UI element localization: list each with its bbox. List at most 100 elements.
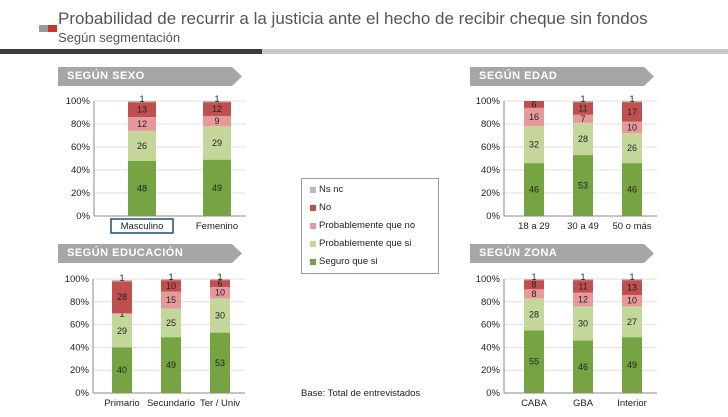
bar-segment-zona — [573, 280, 593, 293]
bar-segment-educacion — [161, 280, 181, 292]
bar-segment-educacion — [161, 291, 181, 309]
bar-segment-educacion — [161, 279, 181, 281]
header-rule-dark — [0, 49, 262, 54]
legend-label-ns-nc: Ns nc — [319, 184, 344, 195]
data-label-zona: 10 — [627, 296, 637, 306]
data-label-zona: 8 — [531, 289, 536, 299]
bar-segment-edad — [622, 163, 642, 216]
bar-segment-educacion — [161, 308, 181, 338]
y-tick-label-edad: 20% — [481, 188, 501, 199]
x-tick-label-sexo: Femenino — [196, 221, 238, 232]
bar-segment-edad — [573, 102, 593, 115]
x-tick-label-educacion: Secundario — [147, 398, 195, 409]
data-label-edad: 1 — [629, 94, 634, 104]
bar-segment-edad — [573, 122, 593, 156]
data-label-edad: 17 — [627, 107, 637, 117]
data-label-educacion: 10 — [215, 288, 225, 298]
x-tick-label-edad: 50 o más — [612, 221, 651, 232]
data-label-sexo: 9 — [214, 116, 219, 126]
bar-segment-sexo — [128, 160, 156, 216]
bar-segment-educacion — [112, 314, 132, 348]
logo-square-gray — [39, 25, 48, 32]
data-label-zona: 55 — [529, 357, 539, 367]
data-label-edad: 53 — [578, 181, 588, 191]
data-label-zona: 46 — [578, 362, 588, 372]
banner-sexo-label: SEGÚN SEXO — [67, 70, 145, 82]
data-label-zona: 49 — [627, 360, 637, 370]
data-label-zona: 11 — [578, 281, 587, 291]
data-label-zona: 8 — [531, 280, 536, 290]
data-label-educacion: 15 — [166, 295, 176, 305]
data-label-educacion: 29 — [117, 326, 127, 336]
bar-segment-edad — [622, 101, 642, 103]
data-label-zona: 1 — [531, 272, 536, 282]
banner-educacion: SEGÚN EDUCACIÓN — [58, 244, 242, 263]
data-label-edad: 10 — [627, 122, 637, 132]
y-tick-label-educacion: 60% — [70, 320, 90, 331]
bar-segment-educacion — [210, 286, 230, 299]
data-label-edad: 6 — [531, 99, 536, 109]
data-label-zona: 13 — [627, 283, 637, 293]
data-label-educacion: 49 — [166, 360, 176, 370]
y-tick-label-educacion: 20% — [70, 365, 90, 376]
banner-sexo: SEGÚN SEXO — [58, 67, 242, 86]
data-label-educacion: 1 — [119, 309, 124, 319]
base-note: Base: Total de entrevistados — [301, 388, 421, 399]
bar-segment-sexo — [203, 101, 231, 103]
data-label-sexo: 12 — [212, 104, 222, 114]
y-tick-label-educacion: 40% — [70, 342, 90, 353]
data-label-educacion: 53 — [215, 358, 225, 368]
bar-segment-educacion — [210, 279, 230, 281]
bar-segment-educacion — [112, 280, 132, 282]
x-tick-label-zona: CABA — [521, 398, 548, 409]
bar-segment-zona — [524, 330, 544, 393]
header-rule-light — [262, 49, 728, 54]
y-tick-label-zona: 20% — [481, 365, 501, 376]
banner-edad-label: SEGÚN EDAD — [479, 70, 558, 82]
data-label-zona: 1 — [580, 272, 585, 282]
bar-segment-zona — [524, 298, 544, 331]
x-tick-label-edad: 18 a 29 — [518, 221, 550, 232]
bar-segment-zona — [622, 337, 642, 393]
bar-segment-educacion — [210, 332, 230, 393]
page-subtitle: Según segmentación — [58, 30, 181, 45]
bar-segment-zona — [573, 340, 593, 393]
logo-square-red — [48, 25, 57, 32]
bar-segment-zona — [573, 306, 593, 341]
y-tick-label-sexo: 40% — [71, 165, 91, 176]
bar-segment-zona — [524, 279, 544, 281]
bar-segment-zona — [524, 280, 544, 290]
data-label-edad: 16 — [529, 112, 539, 122]
y-tick-label-sexo: 80% — [71, 119, 91, 130]
bar-segment-educacion — [112, 347, 132, 393]
data-label-zona: 30 — [578, 318, 588, 328]
bar-segment-sexo — [203, 159, 231, 216]
y-tick-label-edad: 60% — [481, 142, 501, 153]
data-label-sexo: 26 — [137, 141, 147, 151]
bar-segment-zona — [573, 292, 593, 307]
bar-segment-educacion — [210, 280, 230, 287]
bar-segment-edad — [573, 101, 593, 103]
y-tick-label-sexo: 20% — [71, 188, 91, 199]
bar-segment-educacion — [112, 281, 132, 314]
bar-segment-edad — [573, 114, 593, 123]
data-label-edad: 46 — [529, 185, 539, 195]
legend-swatch-probablemente-no — [310, 223, 316, 229]
legend-swatch-ns-nc — [310, 187, 316, 193]
data-label-sexo: 13 — [137, 105, 147, 115]
data-label-educacion: 28 — [117, 292, 127, 302]
legend-label-seguro-si: Seguro que si — [319, 256, 378, 267]
data-label-sexo: 1 — [139, 94, 144, 104]
bar-segment-sexo — [128, 117, 156, 131]
data-label-zona: 28 — [529, 309, 539, 319]
bar-segment-zona — [622, 279, 642, 281]
slide-header: Probabilidad de recurrir a la justicia a… — [0, 0, 728, 56]
bar-segment-edad — [524, 101, 544, 108]
data-label-educacion: 25 — [166, 318, 176, 328]
y-tick-label-zona: 80% — [481, 297, 501, 308]
bar-segment-edad — [573, 155, 593, 216]
y-tick-label-zona: 60% — [481, 320, 501, 331]
banner-edad: SEGÚN EDAD — [470, 67, 654, 86]
bar-segment-sexo — [128, 130, 156, 161]
